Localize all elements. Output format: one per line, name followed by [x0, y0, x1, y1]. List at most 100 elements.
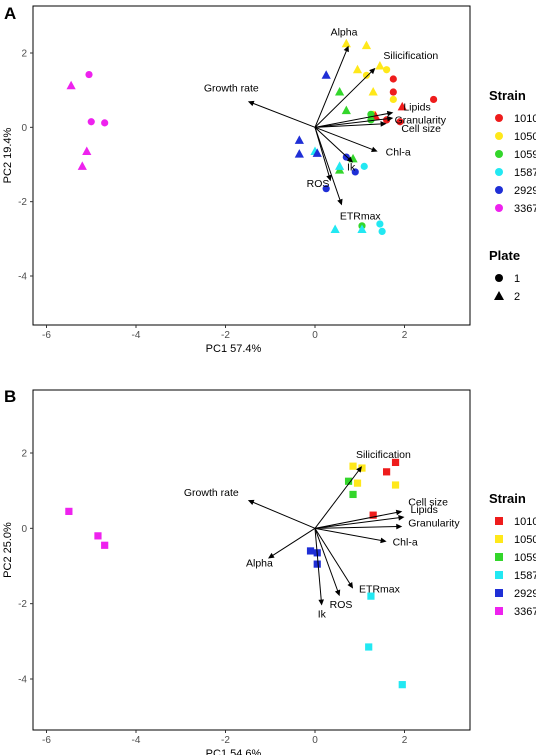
legend-title-strain: Strain [489, 491, 526, 506]
x-tick-label: -4 [132, 330, 141, 341]
loading-vector-arrowhead [380, 121, 387, 127]
legend-key-circle-3367 [495, 204, 503, 212]
loading-label: Granularity [408, 517, 460, 529]
x-axis-title: PC1 57.4% [206, 343, 262, 355]
legend-key-circle-1059 [495, 150, 503, 158]
loading-label: Silicification [356, 449, 411, 461]
loading-vector-line [314, 528, 322, 602]
data-point-strain-2929 [321, 70, 331, 79]
data-point-strain-3367 [85, 70, 93, 79]
loading-label: Lipids [411, 504, 438, 516]
data-point-strain-1010 [396, 118, 404, 126]
x-tick-label: -2 [221, 735, 230, 746]
legend-label-plate-2: 2 [514, 291, 520, 303]
data-point-strain-1587 [367, 592, 375, 600]
plot-frame [32, 5, 471, 326]
data-point-strain-1010 [429, 95, 438, 104]
loading-vector-arrowhead [343, 45, 349, 53]
legend-key-circle-1587 [495, 168, 503, 176]
loading-vector-line [314, 526, 399, 529]
data-point-strain-1050 [383, 66, 391, 74]
data-point-strain-1587 [398, 681, 406, 689]
x-tick-label: -2 [221, 330, 230, 341]
legend-label-plate-1: 1 [514, 273, 520, 285]
data-point-strain-1050 [358, 464, 366, 472]
loading-vector-arrowhead [356, 466, 362, 473]
loading-vector-arrowhead [334, 589, 341, 597]
loading-vector-arrowhead [396, 523, 403, 530]
data-point-strain-3367 [101, 541, 109, 549]
loading-vector-arrowhead [387, 115, 394, 122]
x-tick-label: -6 [42, 330, 51, 341]
legend-key-plate-circle [495, 274, 503, 282]
data-point-strain-2929 [294, 149, 304, 158]
loading-label: ETRmax [340, 210, 382, 222]
data-point-strain-1587 [376, 220, 384, 228]
legend: Strain 1010 1050 1059 1587 2929 3367 Plate 1 2 [489, 88, 536, 303]
y-axis-title: PC2 19.4% [2, 127, 14, 183]
loading-vector-line [251, 501, 316, 529]
loading-label: Growth rate [204, 82, 259, 94]
legend-label-1010: 1010 [514, 113, 536, 125]
loading-label: Silicification [383, 50, 438, 62]
data-point-strain-1050 [352, 64, 363, 74]
x-tick-label: 2 [402, 330, 408, 341]
loading-vector-arrowhead [337, 198, 343, 206]
loading-vector-line [314, 126, 375, 151]
panel-a: A -6 -4 -2 0 2 -4 -2 0 2 PC1 57.4% PC2 19.4% Alpha S… [2, 4, 536, 355]
data-point-strain-1059 [349, 490, 357, 499]
loading-vector-arrowhead [347, 582, 354, 589]
legend-label-3367: 3367 [514, 606, 536, 618]
y-tick-label: 0 [21, 524, 27, 535]
loading-vector-line [314, 527, 383, 542]
loading-vector-line [271, 527, 316, 557]
loading-vector-arrowhead [398, 515, 405, 521]
loading-vector-line [314, 118, 390, 128]
data-point-strain-3367 [101, 119, 109, 127]
legend-key-plate-triangle [494, 291, 504, 300]
legend-key-square-1010 [495, 517, 503, 525]
data-point-strain-1059 [367, 116, 375, 124]
legend-label-1587: 1587 [514, 167, 536, 179]
legend-label-1587: 1587 [514, 570, 536, 582]
data-point-strain-1050 [375, 61, 385, 70]
y-tick-label: -2 [18, 197, 27, 208]
data-point-strain-1010 [389, 75, 397, 83]
loading-vector-line [314, 127, 342, 202]
legend-title-strain: Strain [489, 88, 526, 103]
x-tick-label: -6 [42, 735, 51, 746]
x-tick-label: 0 [312, 735, 318, 746]
data-point-strain-1587 [335, 161, 345, 170]
loading-vector-arrowhead [268, 552, 275, 559]
loading-vector-arrowhead [380, 537, 387, 544]
loading-label: Granularity [395, 115, 447, 127]
legend-label-1010: 1010 [514, 516, 536, 528]
data-point-strain-1050 [391, 481, 400, 489]
legend-key-circle-1010 [495, 114, 503, 122]
loading-vector-line [314, 112, 390, 128]
x-tick-label: 2 [402, 735, 408, 746]
legend-label-2929: 2929 [514, 185, 536, 197]
loading-label: ROS [330, 599, 353, 611]
loading-vector-line [314, 70, 373, 128]
legend-key-square-1587 [495, 571, 503, 579]
data-point-strain-1050 [368, 87, 378, 96]
data-point-strain-1010 [369, 511, 377, 519]
data-point-strain-3367 [65, 507, 73, 515]
loading-label: Growth rate [184, 487, 239, 499]
data-point-strain-1587 [360, 162, 368, 170]
loading-vector-line [314, 469, 360, 529]
panel-b: B -6 -4 -2 0 2 -4 -2 0 2 PC1 54.6% PC2 25.0% Silici… [2, 387, 536, 755]
data-point-strain-1010 [383, 468, 391, 476]
data-point-strain-2929 [312, 148, 322, 157]
data-point-strain-1059 [341, 105, 351, 115]
data-point-strain-2929 [313, 560, 321, 568]
y-tick-label: 2 [21, 449, 27, 460]
loading-vector-arrowhead [318, 599, 324, 606]
loading-vector-arrowhead [326, 174, 332, 182]
loading-label: Ik [318, 609, 327, 621]
loading-label: Alpha [331, 27, 358, 39]
data-point-strain-1059 [335, 87, 345, 96]
legend-label-1050: 1050 [514, 131, 536, 143]
data-point-strain-3367 [94, 532, 102, 540]
